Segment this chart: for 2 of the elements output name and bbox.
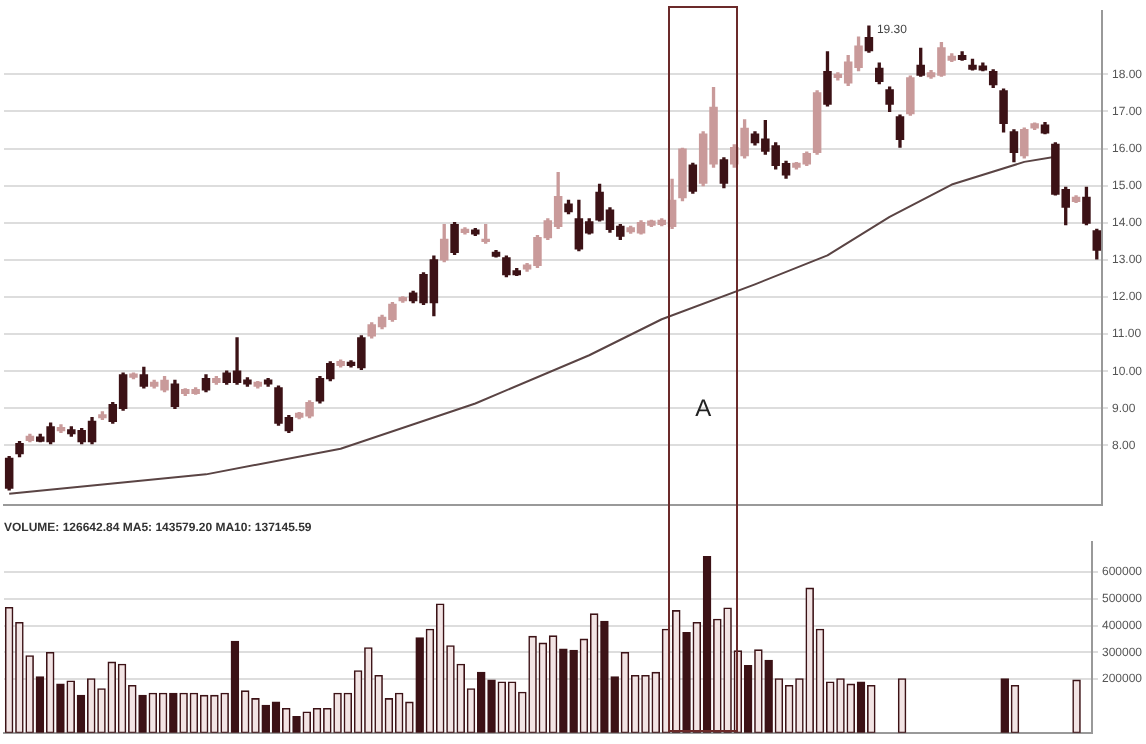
rectangle-outline: A xyxy=(667,5,739,733)
annotation: A xyxy=(693,394,714,423)
